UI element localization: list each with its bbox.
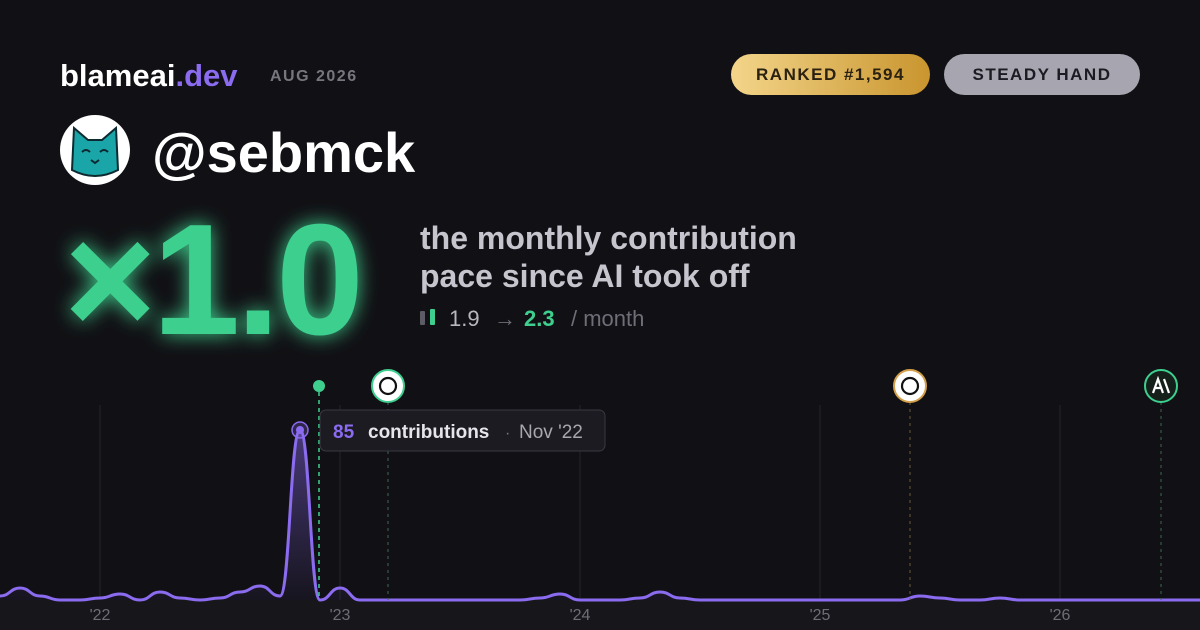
pace-icon [420,309,435,325]
tooltip-date: Nov '22 [519,422,583,443]
pace-after: 2.3 [524,306,555,331]
title-badge [944,54,1140,95]
brand-tld: .dev [175,58,238,93]
pace-unit: / month [571,306,644,331]
peak-point [296,426,304,434]
caption-line: pace since AI took off [420,258,750,294]
x-tick-label: '24 [570,607,591,624]
rank-badge-text: RANKED #1,594 [756,65,905,84]
handle: @sebmck [152,121,416,184]
rank-badge [731,54,930,95]
x-tick-label: '25 [810,607,831,624]
line-area [0,430,1200,600]
pace-before: 1.9 [449,306,480,331]
date: AUG 2026 [270,68,358,85]
tooltip-value: 85 [333,422,355,443]
multiplier: ×1.0 [64,192,360,368]
tooltip: 85 contributions · Nov '22 [319,409,606,452]
x-tick-label: '23 [330,607,351,624]
avatar [60,115,130,185]
title-badge-text: STEADY HAND [973,65,1112,84]
x-tick-label: '22 [90,607,111,624]
pace-arrow: → [494,306,516,331]
brand-name: blameai [60,58,175,93]
baseline-band [0,600,1200,630]
model-release-markers [371,369,1178,600]
tooltip-separator: · [505,425,510,442]
ai-takeoff-marker [313,380,325,600]
caption-line: the monthly contribution [420,220,797,256]
series-line [0,428,1200,602]
x-tick-label: '26 [1050,607,1071,624]
brand: blameai.dev [60,58,238,93]
tooltip-label: contributions [368,422,489,443]
